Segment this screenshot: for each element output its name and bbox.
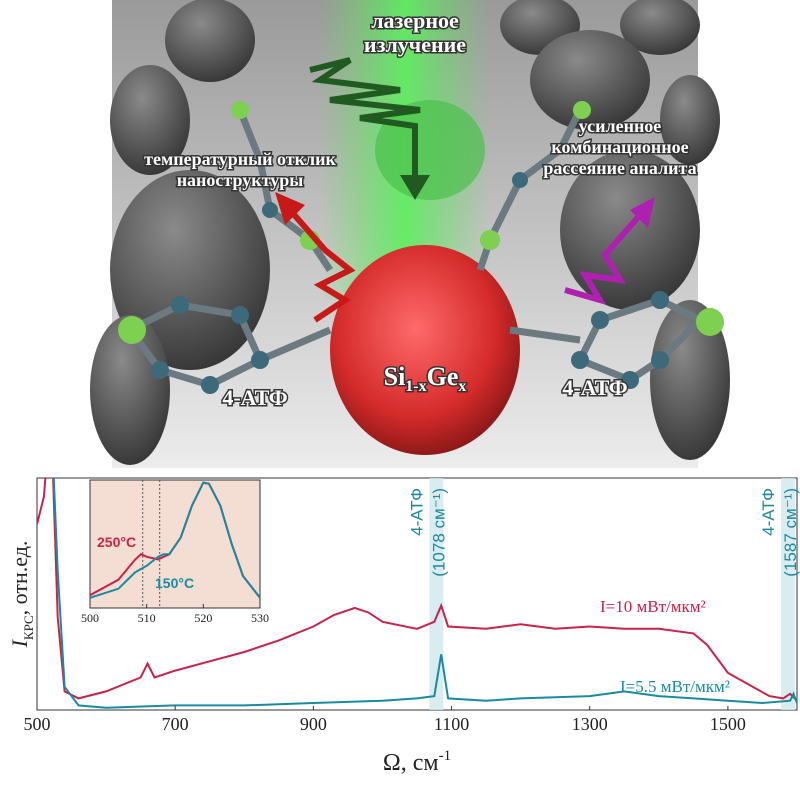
x-label: Ω, см-1 [383, 748, 451, 776]
raman-arrow [564, 213, 643, 305]
band-label: 4-АТФ (1587 см⁻¹) [759, 488, 800, 577]
label: излучение [364, 32, 466, 57]
x-tick-label: 1500 [710, 714, 746, 734]
label: 4-АТФ [562, 375, 627, 400]
band-value: (1078 см⁻¹) [429, 488, 448, 577]
illustration: лазерное излучение температурный отклик … [90, 0, 730, 468]
y-label-text: I [7, 638, 32, 648]
y-label-rest: , отн.ед. [7, 541, 32, 616]
series-line [90, 481, 260, 599]
x-tick-label: 500 [24, 714, 51, 734]
label: рассеяние аналита [543, 158, 696, 178]
label: лазерное [371, 8, 459, 33]
label: 4-АТФ [222, 385, 287, 410]
series-label: 150°C [155, 575, 194, 591]
x-tick-label: 1100 [434, 714, 469, 734]
series-label: 250°C [97, 534, 136, 550]
x-tick-label: 500 [81, 611, 99, 625]
text: x [458, 378, 466, 395]
series-line [37, 478, 797, 709]
text: Ge [427, 362, 459, 391]
x-tick-label: 530 [251, 611, 269, 625]
arrow-head [400, 175, 430, 200]
series-line [37, 478, 797, 702]
x-tick-label: 1300 [572, 714, 608, 734]
text: Si [384, 362, 406, 391]
series-label: I=10 мВт/мкм² [600, 597, 706, 616]
laser-wave [309, 57, 421, 180]
domes [90, 0, 730, 465]
charts: 4-АТФ (1078 см⁻¹) 4-АТФ (1587 см⁻¹)500 700 90… [7, 477, 800, 776]
band [429, 478, 444, 710]
thermal-arrow [287, 208, 356, 323]
label: усиленное [579, 116, 662, 136]
band-value: (1587 см⁻¹) [781, 488, 800, 577]
label: комбинационное [551, 137, 688, 157]
arrow-head [630, 197, 655, 228]
y-label: IКРС, отн.ед. [7, 541, 36, 649]
band-text: 4-АТФ [759, 488, 778, 536]
series-label: I=5.5 мВт/мкм² [620, 677, 730, 696]
label: наноструктуры [177, 170, 304, 190]
x-tick-label: 510 [138, 611, 156, 625]
chart: 500 510 520 530 250°C 150°C [81, 479, 269, 625]
band [781, 478, 796, 710]
x-tick-label: 520 [194, 611, 212, 625]
atoms [151, 172, 669, 394]
x-tick-label: 700 [162, 714, 189, 734]
text: 1-x [405, 378, 426, 395]
band-label: 4-АТФ (1078 см⁻¹) [407, 488, 448, 577]
particle-label: Si1-xGex [384, 362, 467, 395]
particle [330, 245, 520, 455]
x-tick-label: 900 [300, 714, 327, 734]
band-text: 4-АТФ [407, 488, 426, 536]
x-label-sup: -1 [439, 748, 452, 764]
y-label-sub: КРС [21, 615, 36, 640]
x-label-text: Ω, см [383, 750, 439, 776]
label: температурный отклик [144, 149, 336, 169]
sulfur-atoms [118, 101, 724, 344]
arrow-head [275, 192, 305, 225]
